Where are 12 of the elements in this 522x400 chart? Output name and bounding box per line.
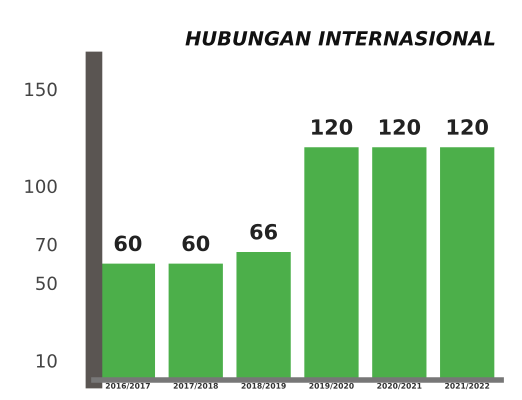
y-tick-label: 100 (25, 180, 57, 194)
chart-title: HUBUNGAN INTERNASIONAL (185, 30, 495, 46)
y-tick-label: 70 (36, 238, 57, 252)
data-label: 60 (182, 236, 210, 252)
data-label: 120 (312, 119, 352, 135)
data-label: 120 (448, 119, 488, 135)
y-tick-label: 10 (36, 354, 57, 368)
y-tick-label: 150 (25, 82, 57, 96)
data-label: 66 (250, 224, 277, 240)
data-label: 60 (114, 236, 142, 252)
data-label: 120 (380, 119, 420, 135)
y-tick-label: 50 (36, 276, 57, 290)
